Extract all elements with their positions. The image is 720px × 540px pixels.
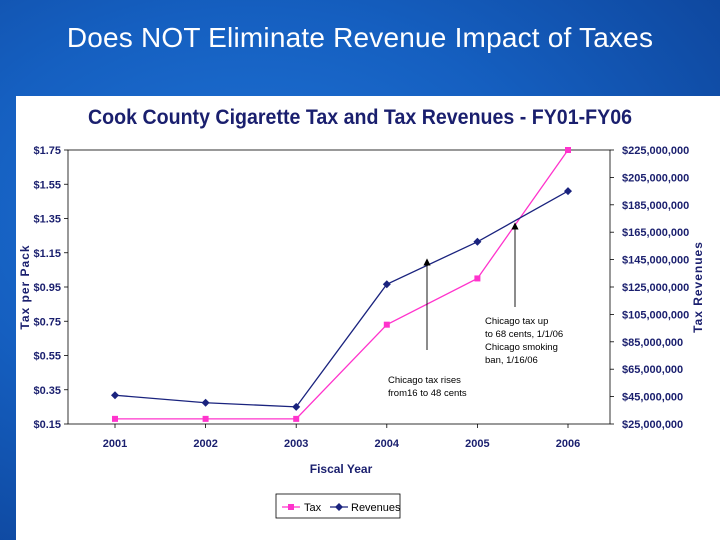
- y2-axis-ticks: $25,000,000 $45,000,000 $65,000,000 $85,000…: [610, 145, 689, 431]
- y-tick-label: $0.75: [33, 316, 61, 328]
- annotation-text: Chicago smoking: [485, 342, 558, 353]
- revenues-point: [564, 187, 572, 196]
- x-axis-ticks: 2001 2002 2003 2004 2005 2006: [103, 424, 580, 450]
- revenues-point: [292, 402, 301, 411]
- y-tick-label: $0.55: [33, 351, 61, 363]
- plot-area: [67, 149, 611, 425]
- annotation-text: to 68 cents, 1/1/06: [485, 329, 563, 340]
- y-tick-label: $0.95: [33, 282, 61, 294]
- annotation-text: Chicago tax rises: [388, 375, 461, 386]
- x-axis-label: Fiscal Year: [310, 462, 373, 476]
- x-tick-label: 2005: [465, 438, 489, 450]
- legend: Tax Revenues: [275, 493, 401, 519]
- tax-point: [474, 275, 481, 282]
- y2-tick-label: $145,000,000: [622, 255, 689, 267]
- y2-tick-label: $225,000,000: [622, 145, 689, 157]
- revenues-point: [335, 503, 343, 511]
- chart-title: Cook County Cigarette Tax and Tax Revenu…: [88, 106, 632, 129]
- tax-point: [565, 147, 571, 153]
- x-tick-label: 2003: [284, 438, 308, 450]
- tax-point: [112, 415, 118, 422]
- annotation-text: ban, 1/16/06: [485, 355, 538, 366]
- annotation: Chicago tax up to 68 cents, 1/1/06 Chicago…: [485, 222, 563, 366]
- y-tick-label: $1.15: [33, 248, 61, 260]
- annotation-text: from16 to 48 cents: [388, 388, 467, 399]
- y2-tick-label: $205,000,000: [622, 172, 689, 184]
- y-tick-label: $0.15: [33, 419, 61, 431]
- page-number: 34: [656, 494, 669, 506]
- y-tick-label: $1.75: [33, 145, 61, 157]
- y2-tick-label: $45,000,000: [622, 392, 683, 404]
- legend-label: Tax: [304, 502, 322, 514]
- y2-tick-label: $105,000,000: [622, 309, 689, 321]
- legend-label: Revenues: [351, 502, 401, 514]
- y-tick-label: $1.55: [33, 179, 61, 191]
- revenues-line: [114, 190, 569, 408]
- revenues-point: [201, 398, 210, 407]
- y2-tick-label: $65,000,000: [622, 364, 683, 376]
- y-axis-ticks: $0.15 $0.35 $0.55 $0.75 $0.95 $1.15 $1.35 $1.55…: [33, 145, 68, 431]
- x-tick-label: 2002: [193, 438, 217, 450]
- y2-tick-label: $165,000,000: [622, 227, 689, 239]
- tax-line: [115, 149, 569, 420]
- series-layer: [111, 147, 572, 422]
- y2-axis-label: Tax Revenues: [691, 241, 705, 333]
- tax-series: [112, 147, 571, 422]
- y-tick-label: $1.35: [33, 214, 61, 226]
- y-tick-label: $0.35: [33, 385, 61, 397]
- tax-point: [293, 415, 300, 422]
- slide-title: Does NOT Eliminate Revenue Impact of Tax…: [66, 22, 654, 53]
- x-tick-label: 2001: [103, 438, 127, 450]
- tax-point: [288, 504, 294, 510]
- revenues-point: [473, 237, 482, 246]
- y2-tick-label: $125,000,000: [622, 282, 689, 294]
- y2-tick-label: $185,000,000: [622, 200, 689, 212]
- y2-tick-label: $85,000,000: [622, 337, 683, 349]
- annotation: Chicago tax rises from16 to 48 cents: [388, 258, 467, 399]
- y2-tick-label: $25,000,000: [622, 419, 683, 431]
- revenues-series: [111, 187, 572, 411]
- tax-point: [383, 321, 390, 328]
- revenues-point: [382, 280, 391, 289]
- tax-point: [202, 415, 209, 422]
- revenues-point: [111, 391, 119, 400]
- x-tick-label: 2004: [375, 438, 400, 450]
- annotation-text: Chicago tax up: [485, 316, 548, 327]
- x-tick-label: 2006: [556, 438, 580, 450]
- y-axis-label: Tax per Pack: [18, 244, 32, 329]
